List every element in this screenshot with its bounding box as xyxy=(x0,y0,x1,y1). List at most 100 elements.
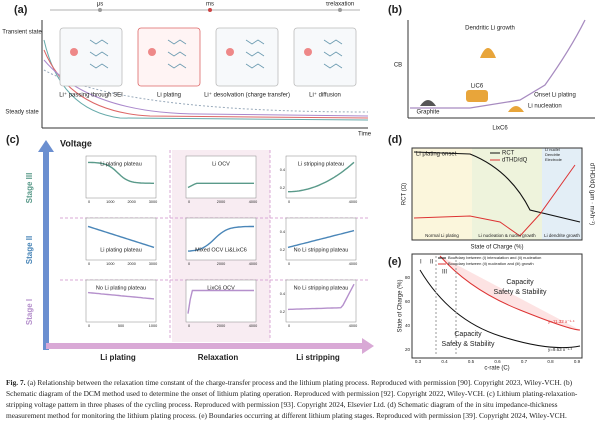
label: Safety & Stability xyxy=(494,289,547,296)
decay-curve xyxy=(43,49,369,119)
voltage-curve xyxy=(287,283,355,311)
label: LiC6 xyxy=(471,84,484,90)
step-label: Li⁺ diffusion xyxy=(309,92,341,99)
x-tick-label: 4000 xyxy=(249,200,257,204)
time-dot xyxy=(98,8,102,12)
x-tick-label: 2000 xyxy=(127,200,135,204)
label: Dendritic Li growth xyxy=(465,26,515,32)
x-tick-label: 0 xyxy=(288,324,290,328)
lattice xyxy=(245,39,265,69)
fit-label: y=11.32 x⁻¹·⁴ xyxy=(548,319,575,324)
panel-e: (e) Boundary between (i) intercalation a… xyxy=(388,253,583,372)
caption-lead: Fig. 7. xyxy=(6,378,26,387)
legend-text: Dendrite xyxy=(545,152,561,157)
lattice xyxy=(167,39,187,69)
boundary-curve xyxy=(419,269,581,349)
mini-plot xyxy=(185,217,257,261)
arrow-head xyxy=(362,338,374,354)
cell-label: LixC6 OCV xyxy=(207,285,235,291)
y-tick-label: 0.4 xyxy=(280,292,285,296)
panel-label: (e) xyxy=(388,256,402,268)
region xyxy=(412,148,472,240)
region-label: II xyxy=(430,260,434,266)
x-tick-label: 0.7 xyxy=(521,359,528,364)
y-tick-label: 0.2 xyxy=(280,248,285,252)
panel-a: (a) μs ms τrelaxation Transient state St… xyxy=(2,2,372,138)
y-tick-label: 0.2 xyxy=(280,310,285,314)
caption: Fig. 7. (a) Relationship between the rel… xyxy=(6,377,594,421)
x-tick-label: 0 xyxy=(88,200,90,204)
time-mark: ms xyxy=(206,2,214,8)
region-label: III xyxy=(442,270,447,276)
x-tick-label: 0 xyxy=(188,324,190,328)
mini-plot xyxy=(85,279,157,323)
x-tick-label: 0 xyxy=(88,324,90,328)
decay-curve xyxy=(43,39,369,121)
voltage-curve xyxy=(187,182,254,189)
cell-label: Mixed OCV Li&LixC6 xyxy=(195,247,247,253)
y-tick-label: 0.4 xyxy=(280,168,285,172)
mini-plot xyxy=(285,279,357,323)
figure: (a) μs ms τrelaxation Transient state St… xyxy=(2,2,595,372)
column-label: Li stripping xyxy=(296,353,340,362)
mini-plot xyxy=(185,279,257,323)
x-tick-label: 0 xyxy=(88,262,90,266)
axis-label: Time xyxy=(358,132,372,138)
label: Safety & Stability xyxy=(442,341,495,348)
curve xyxy=(410,19,586,109)
y-tick-label: 80 xyxy=(405,275,411,280)
step-box xyxy=(293,27,357,87)
panel-label: (c) xyxy=(6,134,20,146)
legend-text: Boundary between (ii) nucleation and (ii… xyxy=(448,261,534,266)
fit-label: y=9.63 x⁻¹·³ xyxy=(548,347,573,352)
x-tick-label: 4000 xyxy=(349,200,357,204)
x-tick-label: 0.3 xyxy=(415,359,422,364)
curve xyxy=(413,151,581,223)
plot-frame xyxy=(411,147,583,241)
ion xyxy=(226,48,234,56)
x-tick-label: 0 xyxy=(288,262,290,266)
axis-label: Steady state xyxy=(5,110,39,116)
y-tick-label: 20 xyxy=(405,347,411,352)
x-tick-label: 0 xyxy=(288,200,290,204)
region-label: Li dendrite growth xyxy=(544,233,580,238)
panel-label: (a) xyxy=(14,4,28,16)
axis-label: State of Charge (%) xyxy=(470,245,523,251)
lattice xyxy=(89,39,109,69)
dendrite-icon xyxy=(480,48,496,58)
stage-label: Stage III xyxy=(25,173,34,204)
legend-text: Boundary between (i) intercalation and (… xyxy=(448,255,541,260)
cell-label: No Li plating plateau xyxy=(96,285,146,291)
time-dot xyxy=(208,8,212,12)
region-label: Normal Li plating xyxy=(425,233,459,238)
curve xyxy=(413,164,576,237)
step-box xyxy=(59,27,123,87)
time-dot xyxy=(338,8,342,12)
x-tick-label: 0 xyxy=(188,262,190,266)
ion xyxy=(70,48,78,56)
cell-label: Li stripping plateau xyxy=(298,161,344,167)
boundary-curve xyxy=(439,255,581,331)
panel-label: (d) xyxy=(388,134,402,146)
x-tick-label: 1000 xyxy=(149,324,157,328)
step-label: Li⁺ desolvation (charge transfer) xyxy=(204,92,290,99)
x-tick-label: 4000 xyxy=(349,262,357,266)
ion xyxy=(148,48,156,56)
x-tick-label: 0.9 xyxy=(574,359,581,364)
label: Capacity xyxy=(506,279,534,286)
x-tick-label: 1000 xyxy=(106,262,114,266)
legend-text: dTHD/dQ xyxy=(502,158,528,164)
axis-label: CB xyxy=(394,63,402,69)
x-tick-label: 0.4 xyxy=(441,359,448,364)
cell-label: No Li stripping plateau xyxy=(294,247,349,253)
region-label: Li nucleation & nuclei growth xyxy=(478,233,536,238)
nucleus-icon xyxy=(508,106,524,112)
arrow-head xyxy=(38,140,54,152)
x-tick-label: 4000 xyxy=(249,262,257,266)
x-tick-label: 4000 xyxy=(349,324,357,328)
y-tick-label: 0.4 xyxy=(280,230,285,234)
x-tick-label: 2000 xyxy=(217,200,225,204)
stage-label: Stage II xyxy=(25,236,34,264)
step-label: Li plating xyxy=(157,93,181,99)
cell-label: Li OCV xyxy=(212,161,230,167)
